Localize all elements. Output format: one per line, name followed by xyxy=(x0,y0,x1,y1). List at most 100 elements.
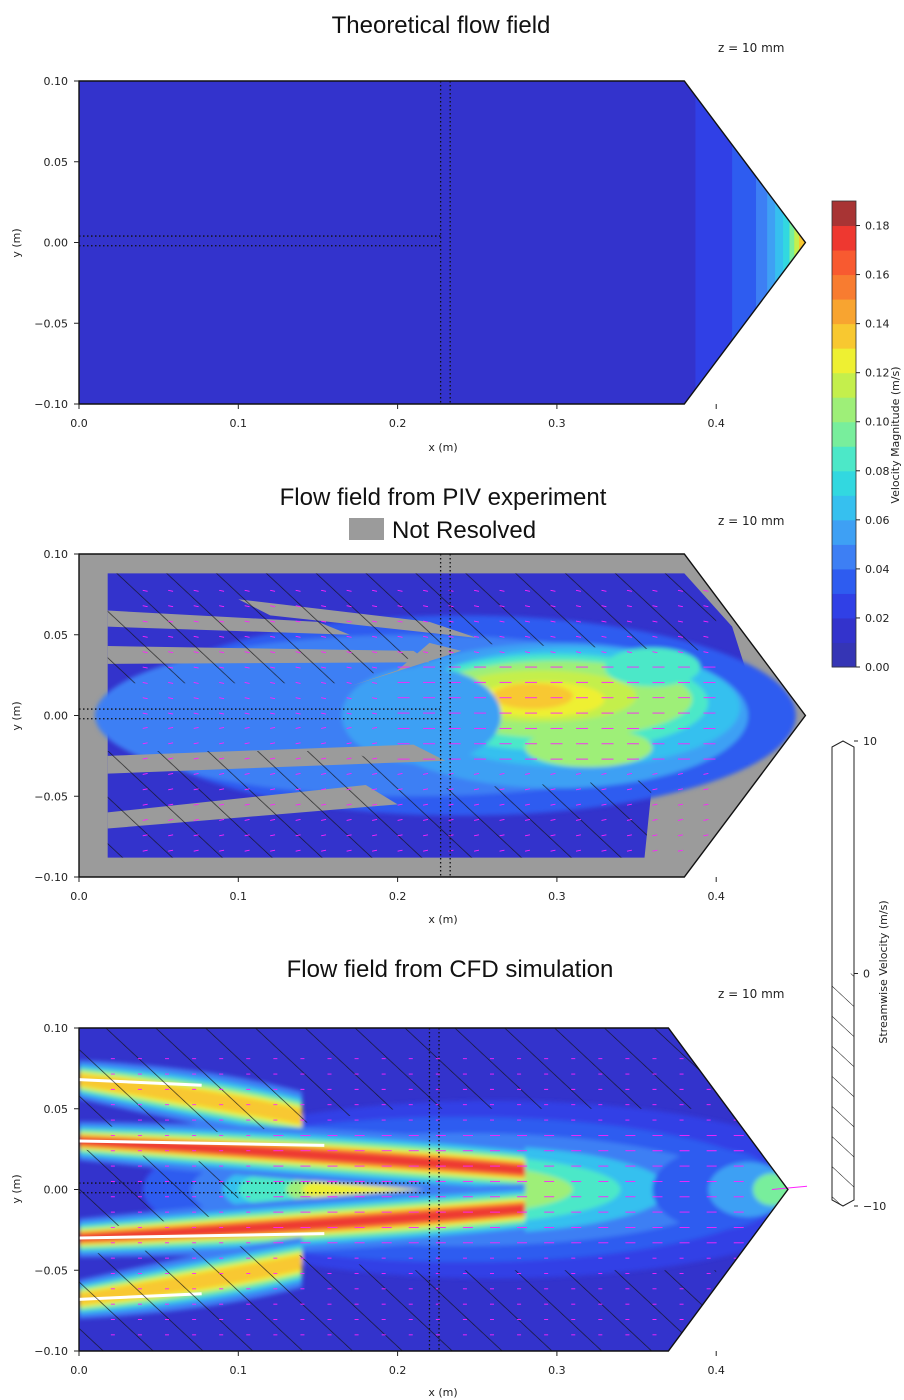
quiver-arrow xyxy=(422,651,429,654)
quiver-arrow xyxy=(219,712,225,715)
quiver-arrow xyxy=(321,605,327,608)
quiver-arrow xyxy=(346,834,352,837)
quiver-arrow xyxy=(142,773,148,775)
x-tick-label: 0.2 xyxy=(389,1364,407,1377)
colorbar-band xyxy=(832,348,856,374)
cfd-field xyxy=(79,1028,788,1351)
colorbar-band xyxy=(832,250,856,276)
quiver-arrow xyxy=(321,712,327,715)
colorbar-tick-label: 0.18 xyxy=(865,220,890,233)
quiver-arrow xyxy=(168,834,174,837)
quiver-arrow xyxy=(703,819,709,821)
quiver-arrow xyxy=(524,605,531,608)
quiver-arrow xyxy=(677,589,683,592)
quiver-arrow xyxy=(372,757,378,760)
quiver-arrow xyxy=(448,651,454,654)
quiver-arrow xyxy=(270,697,276,700)
quiver-arrow xyxy=(142,605,148,608)
quiver-arrow xyxy=(168,773,174,775)
colorbar-band xyxy=(832,201,856,227)
quiver-arrow xyxy=(677,635,683,638)
quiver-arrow xyxy=(346,697,352,700)
quiver-arrow xyxy=(677,788,683,791)
colorbar-band xyxy=(832,225,856,251)
quiver-arrow xyxy=(193,742,199,745)
quiver-arrow xyxy=(372,697,378,700)
quiver-arrow xyxy=(575,635,582,638)
domain-outline xyxy=(78,553,807,878)
quiver-arrow xyxy=(219,589,225,592)
quiver-arrow xyxy=(397,620,403,623)
x-axis-label-theoretical: x (m) xyxy=(428,441,457,454)
quiver-arrow xyxy=(473,834,480,837)
quiver-arrow xyxy=(575,589,582,592)
z-annotation-theoretical: z = 10 mm xyxy=(718,41,784,55)
quiver-arrow xyxy=(219,651,225,654)
contour-band xyxy=(493,683,573,710)
colorbar-band xyxy=(832,397,856,423)
quiver-arrow xyxy=(397,589,403,592)
quiver-arrow xyxy=(448,803,454,806)
quiver-arrow xyxy=(448,834,454,837)
quiver-arrow xyxy=(550,819,556,821)
quiver-arrow xyxy=(397,834,403,837)
quiver-arrow xyxy=(321,620,327,623)
quiver-arrow xyxy=(346,635,352,638)
quiver-arrow xyxy=(270,666,276,669)
quiver-arrow xyxy=(473,773,480,775)
quiver-arrow xyxy=(219,788,225,791)
quiver-arrow xyxy=(295,620,301,623)
quiver-arrow xyxy=(601,773,607,775)
quiver-arrow xyxy=(193,651,199,654)
quiver-arrow xyxy=(219,620,225,623)
colorbar-band xyxy=(832,544,856,570)
y-tick-label: −0.05 xyxy=(34,317,68,330)
y-tick-label: 0.00 xyxy=(44,1184,69,1197)
piv-field xyxy=(79,554,806,877)
quiver-arrow xyxy=(295,605,301,608)
jet-core xyxy=(79,1139,325,1147)
quiver-arrow xyxy=(372,803,378,806)
colorbar-tick-label: 0.12 xyxy=(865,367,890,380)
quiver-arrow xyxy=(219,757,225,760)
quiver-arrow xyxy=(448,620,454,623)
quiver-arrow xyxy=(601,620,607,623)
y-tick-label: −0.10 xyxy=(34,871,68,884)
quiver-arrow xyxy=(270,726,276,729)
colorbar-tick-label: 0.16 xyxy=(865,269,890,282)
panels-layer xyxy=(78,80,808,1352)
quiver-arrow xyxy=(270,819,276,821)
quiver-arrow xyxy=(193,681,199,684)
quiver-arrow xyxy=(193,803,199,806)
quiver-arrow xyxy=(703,651,709,654)
y-tick-label: −0.10 xyxy=(34,1345,68,1358)
quiver-arrow xyxy=(244,757,250,760)
quiver-arrows xyxy=(142,589,716,852)
quiver-arrow xyxy=(499,803,505,806)
quiver-arrow xyxy=(372,651,378,654)
quiver-arrow xyxy=(422,788,429,791)
theoretical-field xyxy=(79,81,806,404)
negative-velocity-hatch xyxy=(79,1028,717,1351)
quiver-arrow xyxy=(295,635,301,638)
quiver-arrow xyxy=(193,849,199,852)
quiver-arrow xyxy=(652,773,658,775)
colorbar-band xyxy=(832,274,856,300)
quiver-arrow xyxy=(346,712,352,715)
x-tick-label: 0.3 xyxy=(548,890,566,903)
quiver-arrow xyxy=(499,651,505,654)
quiver-arrow xyxy=(346,819,352,821)
y-tick-label: 0.10 xyxy=(44,1022,69,1035)
quiver-arrow xyxy=(473,635,480,638)
z-annotation-piv: z = 10 mm xyxy=(718,514,784,528)
x-tick-label: 0.0 xyxy=(70,1364,88,1377)
quiver-arrow xyxy=(295,788,301,791)
quiver-arrow xyxy=(321,773,327,775)
quiver-arrow xyxy=(372,605,378,608)
quiver-arrow xyxy=(295,849,301,852)
quiver-arrow xyxy=(524,803,531,806)
quiver-arrow xyxy=(677,651,683,654)
quiver-arrow xyxy=(168,605,174,608)
quiver-arrow xyxy=(346,773,352,775)
colorbars-layer: 0.00 0.02 0.04 0.06 0.08 0.10 0.12 0.14 0.16 0.18… xyxy=(831,200,890,1213)
